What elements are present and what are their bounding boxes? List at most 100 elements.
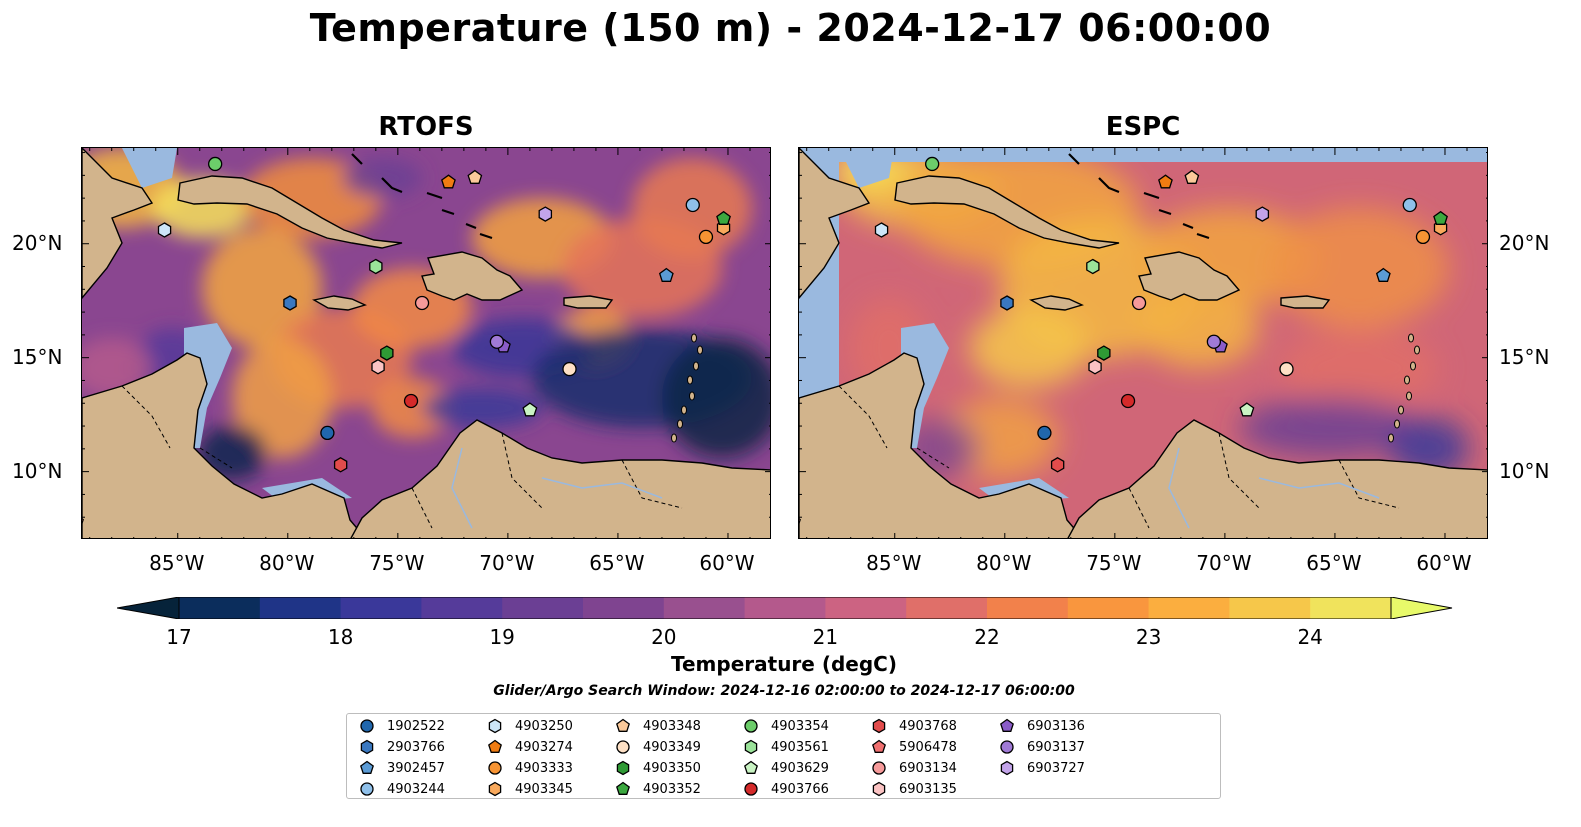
float-1902522: [1037, 425, 1052, 441]
lat-tick-label-left: 10°N: [12, 458, 63, 483]
legend-item: 4903561: [743, 737, 829, 757]
legend-item: 1902522: [359, 716, 445, 736]
legend-pentagon-icon: [360, 760, 374, 774]
colorbar-label: Temperature (degC): [671, 652, 897, 676]
island-antilles: [1408, 333, 1414, 343]
colorbar-tick-label: 22: [974, 625, 1000, 649]
float-4903766: [1120, 393, 1136, 409]
legend-label: 4903348: [643, 718, 701, 734]
legend-circle-icon: [360, 719, 374, 733]
float-6903137: [489, 334, 505, 349]
float-4903768: [1050, 457, 1065, 473]
float-4903250: [874, 222, 889, 238]
legend-label: 4903766: [771, 781, 829, 797]
legend-item: 3902457: [359, 758, 445, 778]
float-6903134: [414, 295, 430, 311]
legend-label: 4903333: [515, 760, 573, 776]
legend-hexagon-icon: [872, 781, 886, 797]
legend-hexagon-icon: [488, 718, 502, 734]
legend-item: 4903348: [615, 716, 701, 736]
float-4903354: [208, 156, 223, 172]
legend-item: 6903727: [999, 758, 1085, 778]
legend-circle-icon: [488, 761, 502, 775]
legend-pentagon-icon: [872, 739, 886, 753]
legend-item: 4903345: [487, 779, 573, 799]
legend-hexagon-icon: [1000, 760, 1014, 776]
legend-label: 4903250: [515, 718, 573, 734]
land-bahamas: [351, 153, 493, 240]
colorbar: [116, 596, 1453, 623]
colorbar-tick-label: 23: [1135, 625, 1162, 649]
legend-item: 4903629: [743, 758, 829, 778]
map-ticks: [799, 148, 1487, 538]
island-antilles: [1406, 391, 1412, 401]
legend-label: 4903350: [643, 760, 701, 776]
legend-label: 4903768: [899, 718, 957, 734]
land-central: [82, 352, 367, 538]
legend-label: 6903727: [1027, 760, 1085, 776]
colorbar-tick-label: 24: [1297, 625, 1323, 649]
legend-label: 3902457: [387, 760, 445, 776]
legend-pentagon-icon: [488, 739, 502, 753]
float-4903354: [925, 156, 940, 172]
land-central: [799, 352, 1084, 538]
island-antilles: [677, 419, 683, 429]
float-4903274: [441, 174, 456, 189]
land-hispaniola: [1138, 251, 1241, 301]
colorbar-extend-min: [116, 596, 180, 620]
country-borders: [121, 385, 683, 529]
map-panel-rtofs[interactable]: [81, 147, 771, 539]
land-puertorico: [1280, 295, 1331, 309]
float-5906478: [82, 517, 84, 526]
island-antilles: [671, 433, 677, 443]
legend-pentagon-icon: [616, 781, 630, 795]
no-data-band: [799, 148, 1487, 162]
land-mexico: [82, 148, 154, 300]
lat-tick-label-right: 20°N: [1499, 230, 1550, 255]
panel-title-espc: ESPC: [1105, 112, 1181, 142]
colorbar-tick-label: 18: [327, 625, 354, 649]
lon-tick-label: 75°W: [1086, 551, 1142, 575]
island-antilles: [689, 391, 695, 401]
country-borders: [838, 385, 1400, 529]
legend-circle-icon: [1000, 740, 1014, 754]
float-legend: 1902522 2903766 3902457 4903244 4903250 49032…: [346, 713, 1221, 799]
land-puertorico: [563, 295, 614, 309]
float-2903766: [283, 295, 297, 311]
legend-hexagon-icon: [872, 718, 886, 734]
lon-tick-label: 85°W: [866, 551, 922, 575]
colorbar-segment: [1229, 597, 1311, 619]
legend-circle-icon: [744, 719, 758, 733]
land-jamaica: [312, 295, 367, 311]
legend-item: 4903349: [615, 737, 701, 757]
page-title: Temperature (150 m) - 2024-12-17 06:00:0…: [309, 6, 1272, 50]
lat-tick-label-left: 20°N: [12, 230, 63, 255]
float-4903274: [1158, 174, 1173, 189]
lon-tick-label: 60°W: [699, 551, 755, 575]
legend-label: 4903244: [387, 781, 445, 797]
colorbar-segment: [1148, 597, 1230, 619]
land-southam: [1067, 419, 1487, 538]
island-antilles: [681, 405, 687, 415]
legend-label: 4903354: [771, 718, 829, 734]
legend-label: 4903629: [771, 760, 829, 776]
lon-tick-label: 60°W: [1416, 551, 1472, 575]
legend-label: 1902522: [387, 718, 445, 734]
colorbar-segment: [906, 597, 988, 619]
legend-circle-icon: [744, 782, 758, 796]
map-panel-espc[interactable]: [798, 147, 1488, 539]
legend-label: 6903137: [1027, 739, 1085, 755]
colorbar-segment: [259, 597, 342, 619]
float-4903349: [562, 361, 577, 377]
legend-item: 5906478: [871, 737, 957, 757]
lat-tick-label-right: 15°N: [1499, 344, 1550, 369]
land-bahamas: [1068, 153, 1210, 240]
island-antilles: [1394, 419, 1400, 429]
legend-item: 4903352: [615, 779, 701, 799]
legend-item: 6903134: [871, 758, 957, 778]
island-antilles: [1398, 405, 1404, 415]
legend-label: 2903766: [387, 739, 445, 755]
island-antilles: [693, 361, 699, 371]
float-6903135: [371, 359, 385, 375]
legend-label: 5906478: [899, 739, 957, 755]
